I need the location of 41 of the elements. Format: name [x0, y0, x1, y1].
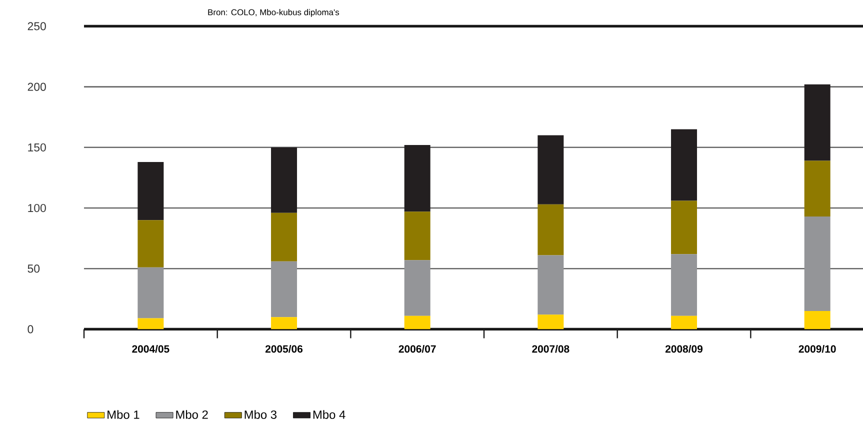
- bar: [538, 135, 564, 204]
- bar: [538, 255, 564, 315]
- x-tick-label: 2009/10: [798, 344, 836, 353]
- bar: [138, 267, 164, 318]
- y-tick-label: 150: [28, 143, 46, 152]
- bar: [271, 212, 298, 262]
- bar: [404, 260, 430, 316]
- bar: [404, 212, 430, 260]
- bar: [138, 220, 164, 268]
- y-tick-label: 250: [28, 22, 46, 30]
- x-tick-label: 2007/08: [532, 344, 570, 353]
- bar: [671, 254, 698, 316]
- bar: [671, 316, 698, 330]
- bar: [538, 204, 564, 256]
- bar: [138, 162, 164, 220]
- x-tick-label: 2008/09: [665, 344, 703, 353]
- bar: [271, 147, 298, 213]
- x-tick-label: 2006/07: [398, 344, 436, 353]
- y-tick-label: 100: [28, 204, 46, 212]
- bar: [671, 129, 698, 201]
- bar: [538, 314, 564, 330]
- y-tick-label: 200: [28, 82, 46, 91]
- bar: [804, 160, 830, 216]
- x-tick-label: 2004/05: [132, 344, 170, 353]
- bar: [404, 316, 430, 330]
- bar: [804, 84, 830, 161]
- bar: [404, 144, 430, 212]
- bar: [804, 311, 830, 330]
- bar: [271, 317, 298, 330]
- bar: [271, 261, 298, 318]
- y-tick-label: 50: [28, 264, 40, 273]
- text: Bron: COLO, Mbo-kubus diploma's: [208, 9, 340, 17]
- legend-label: Mbo 2: [176, 410, 208, 419]
- legend-label: Mbo 1: [108, 410, 140, 419]
- bar: [138, 318, 164, 330]
- x-tick-label: 2005/06: [265, 344, 303, 353]
- legend-label: Mbo 4: [313, 410, 346, 419]
- legend-label: Mbo 3: [244, 410, 277, 419]
- bar: [804, 216, 830, 312]
- y-tick-label: 0: [28, 325, 34, 334]
- bar: [671, 200, 698, 254]
